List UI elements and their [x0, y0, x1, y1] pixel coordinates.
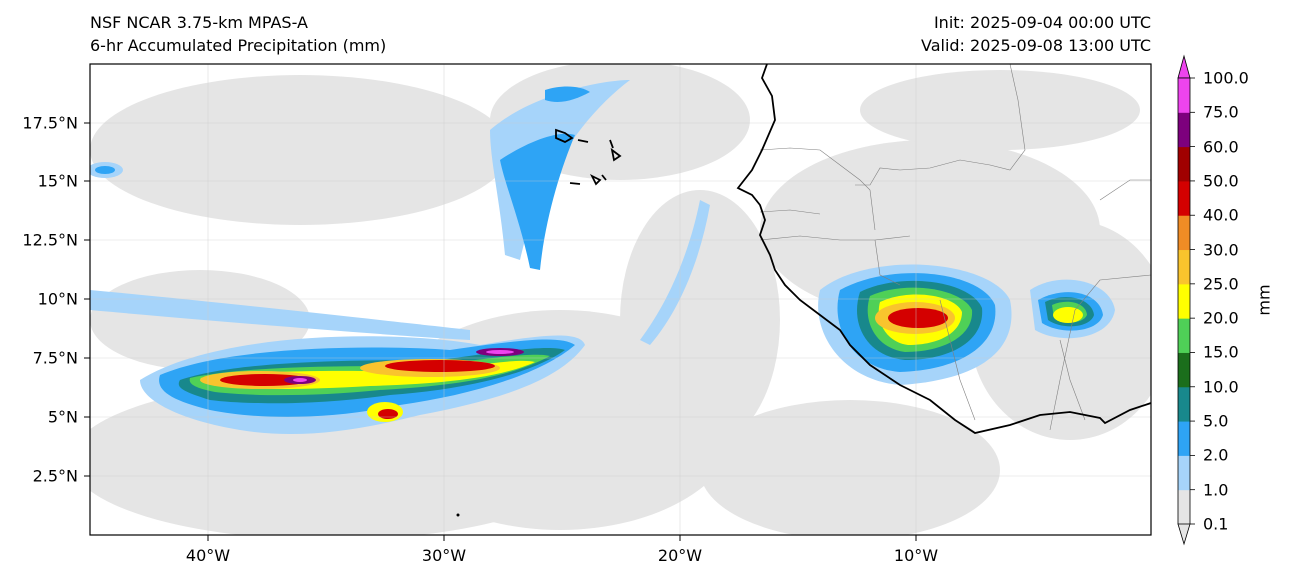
- colorbar-unit: mm: [1254, 284, 1274, 316]
- colorbar-level-label: 2.0: [1203, 445, 1229, 465]
- lon-tick-label: 20°W: [657, 546, 703, 565]
- lat-tick-label: 15°N: [37, 171, 78, 191]
- colorbar-level-label: 30.0: [1203, 240, 1239, 260]
- colorbar-bin: [1178, 352, 1190, 388]
- colorbar-bin: [1178, 180, 1190, 216]
- colorbar-level-label: 5.0: [1203, 411, 1229, 431]
- lat-tick-label: 2.5°N: [32, 466, 78, 486]
- colorbar: [1177, 54, 1195, 546]
- colorbar-level-label: 40.0: [1203, 205, 1239, 225]
- colorbar-extend-min: [1177, 523, 1191, 546]
- lat-tick-label: 5°N: [47, 407, 78, 427]
- country-borders: [759, 64, 1151, 431]
- valid-time: Valid: 2025-09-08 13:00 UTC: [920, 36, 1151, 55]
- axis-ticks: [84, 122, 917, 541]
- field-title: 6-hr Accumulated Precipitation (mm): [90, 36, 387, 55]
- coastline: [555, 64, 1151, 434]
- colorbar-bin: [1178, 489, 1190, 525]
- lat-tick-label: 10°N: [37, 289, 78, 309]
- colorbar-level-label: 20.0: [1203, 308, 1239, 328]
- colorbar-bin: [1178, 112, 1190, 148]
- precip-field: [90, 64, 1151, 535]
- colorbar-level-label: 10.0: [1203, 377, 1239, 397]
- colorbar-bin: [1178, 386, 1190, 422]
- colorbar-bin: [1178, 318, 1190, 353]
- colorbar-bin: [1178, 421, 1190, 456]
- colorbar-level-label: 100.0: [1203, 68, 1249, 88]
- model-title: NSF NCAR 3.75-km MPAS-A: [90, 13, 308, 32]
- colorbar-level-label: 25.0: [1203, 274, 1239, 294]
- colorbar-bin: [1178, 249, 1190, 285]
- lon-tick-label: 10°W: [893, 546, 939, 565]
- colorbar-extend-max: [1177, 54, 1191, 79]
- lon-tick-label: 40°W: [185, 546, 231, 565]
- colorbar-level-label: 15.0: [1203, 342, 1239, 362]
- colorbar-bin: [1178, 283, 1190, 319]
- colorbar-level-label: 1.0: [1203, 480, 1229, 500]
- colorbar-bin: [1178, 215, 1190, 251]
- lat-tick-label: 12.5°N: [22, 230, 78, 250]
- colorbar-level-label: 50.0: [1203, 171, 1239, 191]
- lon-tick-label: 30°W: [421, 546, 467, 565]
- init-time: Init: 2025-09-04 00:00 UTC: [933, 13, 1151, 32]
- colorbar-level-label: 0.1: [1203, 514, 1229, 534]
- colorbar-bin: [1178, 455, 1190, 491]
- colorbar-level-label: 60.0: [1203, 137, 1239, 157]
- colorbar-level-label: 75.0: [1203, 102, 1239, 122]
- lat-tick-label: 7.5°N: [32, 348, 78, 368]
- colorbar-bin: [1178, 146, 1190, 182]
- lat-tick-label: 17.5°N: [22, 113, 78, 133]
- colorbar-bin: [1178, 78, 1190, 113]
- colorbar-frame: [1177, 77, 1191, 525]
